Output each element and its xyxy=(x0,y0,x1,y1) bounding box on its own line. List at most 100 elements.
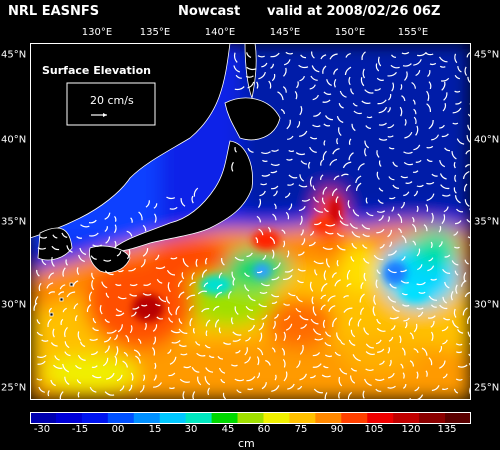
current-vector xyxy=(362,244,368,249)
current-vector xyxy=(79,247,87,256)
current-vector xyxy=(115,346,119,356)
current-vector xyxy=(464,199,470,207)
current-vector xyxy=(116,374,123,382)
ocean-highlights xyxy=(132,197,429,322)
current-vector xyxy=(389,283,397,289)
current-vector xyxy=(378,138,388,141)
current-vector xyxy=(426,145,434,149)
current-vector xyxy=(104,345,110,354)
current-vector xyxy=(375,388,382,392)
current-vector xyxy=(439,124,445,129)
current-vector xyxy=(361,51,366,61)
current-vector xyxy=(271,249,275,259)
current-vector xyxy=(324,354,333,358)
current-vector xyxy=(442,103,447,112)
current-vector xyxy=(442,194,451,197)
current-vector xyxy=(180,353,188,356)
current-vector xyxy=(205,367,214,373)
current-vector xyxy=(416,205,419,213)
current-vector xyxy=(346,283,352,288)
current-vector xyxy=(140,259,146,268)
current-vector xyxy=(387,72,397,77)
current-vector xyxy=(281,229,286,234)
current-vector xyxy=(156,279,163,284)
current-vector xyxy=(192,391,196,400)
current-vector xyxy=(353,110,362,115)
current-vector xyxy=(456,208,464,213)
current-vector xyxy=(376,77,384,81)
current-vector xyxy=(350,367,357,372)
current-vector xyxy=(298,64,309,69)
current-vector xyxy=(155,303,161,307)
current-vector xyxy=(130,372,134,381)
current-vector xyxy=(418,291,426,294)
current-vector xyxy=(144,314,151,319)
current-vector xyxy=(413,116,417,125)
current-vector xyxy=(134,397,138,400)
current-vector xyxy=(88,291,93,302)
colorbar-segment xyxy=(367,412,394,424)
current-vector xyxy=(92,244,103,247)
colorbar-border xyxy=(30,412,471,424)
current-vector xyxy=(404,119,407,126)
colorbar xyxy=(30,412,471,424)
current-vector xyxy=(117,324,123,333)
current-vector xyxy=(48,291,56,295)
current-vector xyxy=(467,124,471,132)
latitude-label: 30°N xyxy=(474,299,500,311)
current-vector xyxy=(468,353,471,358)
current-vector xyxy=(299,75,305,82)
current-vector xyxy=(310,375,316,379)
current-vector xyxy=(246,252,253,258)
current-vector xyxy=(455,343,463,346)
current-vector xyxy=(431,173,438,177)
current-vector xyxy=(452,122,459,125)
current-vector xyxy=(179,378,190,383)
current-vector xyxy=(105,292,110,299)
current-vector xyxy=(79,341,86,348)
current-vector xyxy=(376,171,380,180)
current-vector xyxy=(247,147,254,153)
current-vector xyxy=(431,134,440,141)
current-vector xyxy=(441,81,446,91)
current-vector xyxy=(201,308,210,313)
current-vector xyxy=(456,351,463,354)
current-vector xyxy=(64,326,68,338)
colorbar-segment xyxy=(237,412,264,424)
current-vector xyxy=(428,119,434,130)
current-vector xyxy=(297,385,303,390)
current-vector xyxy=(313,196,319,203)
current-vector xyxy=(464,164,470,168)
current-vector xyxy=(365,351,375,356)
current-vector xyxy=(39,236,48,239)
current-vector xyxy=(390,325,396,331)
colorbar-segment xyxy=(159,412,187,424)
colorbar-tick-label: -30 xyxy=(33,424,51,435)
latitude-label: 30°N xyxy=(1,299,27,311)
current-vector xyxy=(115,283,122,286)
current-vector xyxy=(400,269,408,273)
current-vector xyxy=(183,365,192,369)
current-vector xyxy=(443,206,449,213)
current-vector xyxy=(376,228,385,234)
current-vector xyxy=(271,73,276,82)
current-vector xyxy=(451,151,457,160)
current-vector xyxy=(284,192,291,198)
current-vector xyxy=(260,183,268,186)
current-vector xyxy=(177,280,183,287)
current-vector xyxy=(217,355,223,360)
current-vector xyxy=(363,257,370,264)
current-vector xyxy=(259,190,266,197)
hokkaido xyxy=(224,97,281,141)
current-vector xyxy=(340,340,345,345)
current-vector xyxy=(104,270,114,276)
current-vector xyxy=(336,244,346,251)
current-vector xyxy=(466,315,471,325)
current-vector xyxy=(36,319,41,325)
current-vector xyxy=(270,293,280,298)
current-vector xyxy=(363,272,367,282)
current-vector xyxy=(77,354,86,361)
current-vector xyxy=(128,267,137,272)
current-vector xyxy=(167,281,171,293)
current-vector xyxy=(387,93,392,101)
